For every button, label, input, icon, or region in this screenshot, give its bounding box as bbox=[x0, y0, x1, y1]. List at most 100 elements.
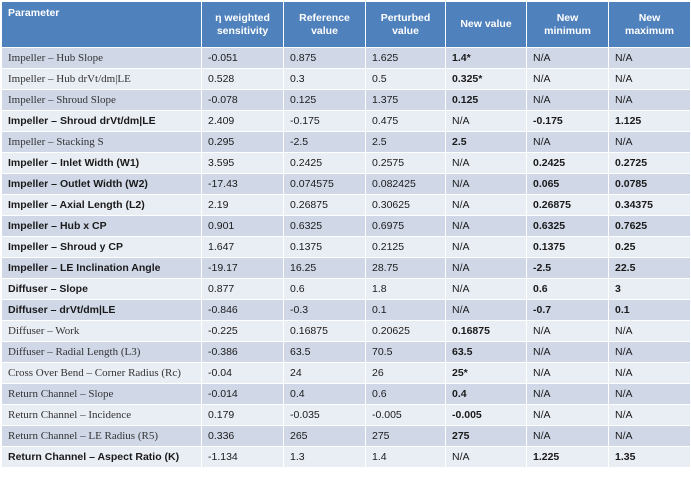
sensitivity-cell: -1.134 bbox=[201, 446, 284, 468]
new-minimum-cell: N/A bbox=[526, 362, 609, 384]
reference-value-cell: 0.26875 bbox=[283, 194, 366, 216]
table-row: Impeller – LE Inclination Angle -19.17 16.… bbox=[1, 257, 691, 279]
new-value-cell: N/A bbox=[445, 194, 527, 216]
perturbed-value-cell: 28.75 bbox=[365, 257, 446, 279]
perturbed-value-cell: 0.6975 bbox=[365, 215, 446, 237]
new-value-cell: 0.4 bbox=[445, 383, 527, 405]
new-maximum-cell: 22.5 bbox=[608, 257, 691, 279]
new-value-cell: N/A bbox=[445, 173, 527, 195]
perturbed-value-cell: 0.2125 bbox=[365, 236, 446, 258]
sensitivity-cell: 2.19 bbox=[201, 194, 284, 216]
table-row: Return Channel – Incidence 0.179 -0.035 -0.… bbox=[1, 404, 691, 426]
new-minimum-cell: 0.6325 bbox=[526, 215, 609, 237]
header-new-value: New value bbox=[445, 1, 527, 48]
new-minimum-cell: 0.6 bbox=[526, 278, 609, 300]
table-row: Impeller – Outlet Width (W2) -17.43 0.0745… bbox=[1, 173, 691, 195]
table-body: Impeller – Hub Slope -0.051 0.875 1.625 1.4*… bbox=[1, 47, 691, 468]
new-minimum-cell: 0.2425 bbox=[526, 152, 609, 174]
new-value-cell: 2.5 bbox=[445, 131, 527, 153]
perturbed-value-cell: 0.30625 bbox=[365, 194, 446, 216]
header-new-maximum: New maximum bbox=[608, 1, 691, 48]
sensitivity-cell: -17.43 bbox=[201, 173, 284, 195]
table-row: Diffuser – drVt/dm|LE -0.846 -0.3 0.1 N/A -0.… bbox=[1, 299, 691, 321]
new-value-cell: -0.005 bbox=[445, 404, 527, 426]
new-value-cell: N/A bbox=[445, 110, 527, 132]
perturbed-value-cell: 1.375 bbox=[365, 89, 446, 111]
reference-value-cell: 1.3 bbox=[283, 446, 366, 468]
parameter-cell: Return Channel – Slope bbox=[1, 383, 202, 405]
sensitivity-cell: 0.528 bbox=[201, 68, 284, 90]
sensitivity-cell: -0.386 bbox=[201, 341, 284, 363]
new-minimum-cell: -0.7 bbox=[526, 299, 609, 321]
parameter-cell: Cross Over Bend – Corner Radius (Rc) bbox=[1, 362, 202, 384]
table-header-row: Parameter η weighted sensitivity Referen… bbox=[1, 1, 691, 48]
new-value-cell: 0.125 bbox=[445, 89, 527, 111]
new-maximum-cell: 0.2725 bbox=[608, 152, 691, 174]
new-maximum-cell: N/A bbox=[608, 383, 691, 405]
reference-value-cell: -2.5 bbox=[283, 131, 366, 153]
header-reference-value: Reference value bbox=[283, 1, 366, 48]
new-maximum-cell: 0.25 bbox=[608, 236, 691, 258]
new-minimum-cell: N/A bbox=[526, 404, 609, 426]
new-value-cell: N/A bbox=[445, 236, 527, 258]
table-row: Diffuser – Radial Length (L3) -0.386 63.5 7… bbox=[1, 341, 691, 363]
perturbed-value-cell: 0.2575 bbox=[365, 152, 446, 174]
new-minimum-cell: N/A bbox=[526, 425, 609, 447]
parameter-cell: Impeller – Inlet Width (W1) bbox=[1, 152, 202, 174]
sensitivity-cell: -0.225 bbox=[201, 320, 284, 342]
header-sensitivity: η weighted sensitivity bbox=[201, 1, 284, 48]
new-minimum-cell: N/A bbox=[526, 383, 609, 405]
perturbed-value-cell: 1.4 bbox=[365, 446, 446, 468]
new-maximum-cell: N/A bbox=[608, 425, 691, 447]
parameter-cell: Impeller – Hub x CP bbox=[1, 215, 202, 237]
header-parameter: Parameter bbox=[1, 1, 202, 48]
sensitivity-cell: -19.17 bbox=[201, 257, 284, 279]
new-minimum-cell: -0.175 bbox=[526, 110, 609, 132]
reference-value-cell: -0.035 bbox=[283, 404, 366, 426]
perturbed-value-cell: -0.005 bbox=[365, 404, 446, 426]
table-row: Cross Over Bend – Corner Radius (Rc) -0.0… bbox=[1, 362, 691, 384]
new-value-cell: N/A bbox=[445, 257, 527, 279]
perturbed-value-cell: 0.20625 bbox=[365, 320, 446, 342]
table-row: Impeller – Shroud drVt/dm|LE 2.409 -0.175 0… bbox=[1, 110, 691, 132]
parameter-cell: Return Channel – Aspect Ratio (K) bbox=[1, 446, 202, 468]
table-row: Impeller – Stacking S 0.295 -2.5 2.5 2.5 N/A N… bbox=[1, 131, 691, 153]
new-maximum-cell: N/A bbox=[608, 47, 691, 69]
table-row: Impeller – Shroud y CP 1.647 0.1375 0.2125 N… bbox=[1, 236, 691, 258]
new-minimum-cell: N/A bbox=[526, 131, 609, 153]
new-minimum-cell: 0.26875 bbox=[526, 194, 609, 216]
new-maximum-cell: N/A bbox=[608, 68, 691, 90]
new-maximum-cell: N/A bbox=[608, 89, 691, 111]
new-maximum-cell: 0.0785 bbox=[608, 173, 691, 195]
reference-value-cell: 63.5 bbox=[283, 341, 366, 363]
new-value-cell: 1.4* bbox=[445, 47, 527, 69]
perturbed-value-cell: 1.625 bbox=[365, 47, 446, 69]
new-maximum-cell: N/A bbox=[608, 362, 691, 384]
parameter-cell: Impeller – Hub Slope bbox=[1, 47, 202, 69]
reference-value-cell: 0.6325 bbox=[283, 215, 366, 237]
sensitivity-cell: 0.901 bbox=[201, 215, 284, 237]
new-minimum-cell: 1.225 bbox=[526, 446, 609, 468]
new-minimum-cell: -2.5 bbox=[526, 257, 609, 279]
sensitivity-cell: -0.051 bbox=[201, 47, 284, 69]
reference-value-cell: 0.074575 bbox=[283, 173, 366, 195]
perturbed-value-cell: 0.082425 bbox=[365, 173, 446, 195]
parameter-cell: Diffuser – drVt/dm|LE bbox=[1, 299, 202, 321]
sensitivity-cell: -0.014 bbox=[201, 383, 284, 405]
parameter-cell: Impeller – Stacking S bbox=[1, 131, 202, 153]
new-maximum-cell: 3 bbox=[608, 278, 691, 300]
sensitivity-cell: -0.846 bbox=[201, 299, 284, 321]
table-row: Return Channel – Slope -0.014 0.4 0.6 0.4 N/A… bbox=[1, 383, 691, 405]
parameter-cell: Impeller – Shroud drVt/dm|LE bbox=[1, 110, 202, 132]
header-perturbed-value: Perturbed value bbox=[365, 1, 446, 48]
parameter-cell: Diffuser – Slope bbox=[1, 278, 202, 300]
reference-value-cell: -0.3 bbox=[283, 299, 366, 321]
reference-value-cell: 0.875 bbox=[283, 47, 366, 69]
parameter-cell: Impeller – Axial Length (L2) bbox=[1, 194, 202, 216]
table-row: Diffuser – Slope 0.877 0.6 1.8 N/A 0.6 3 bbox=[1, 278, 691, 300]
new-value-cell: N/A bbox=[445, 278, 527, 300]
sensitivity-cell: 0.336 bbox=[201, 425, 284, 447]
table-row: Diffuser – Work -0.225 0.16875 0.20625 0.168… bbox=[1, 320, 691, 342]
new-maximum-cell: N/A bbox=[608, 131, 691, 153]
parameter-cell: Impeller – Shroud Slope bbox=[1, 89, 202, 111]
